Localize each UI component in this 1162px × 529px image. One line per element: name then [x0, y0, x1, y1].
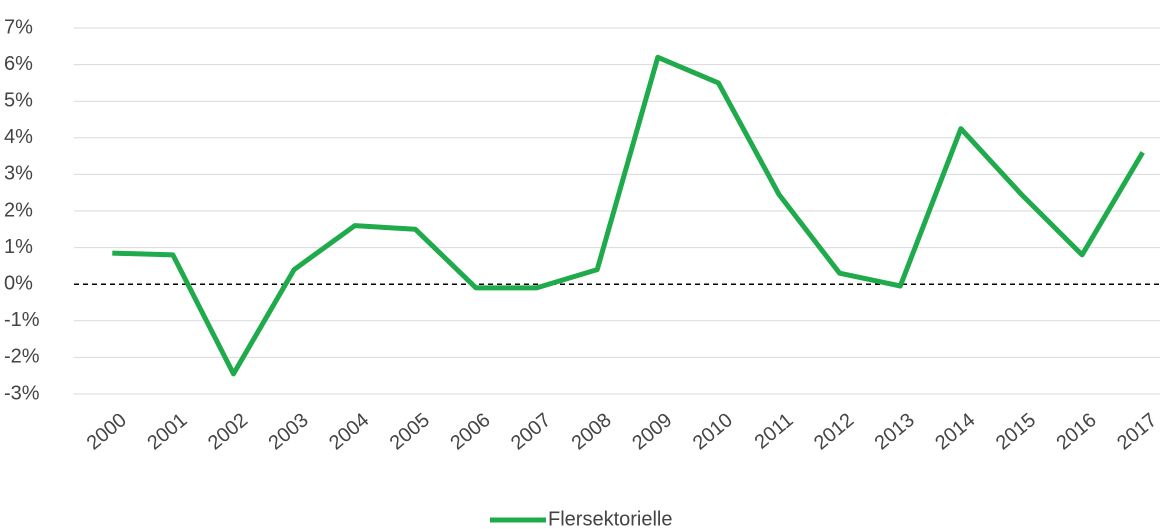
x-tick-label: 2010: [689, 409, 737, 454]
y-tick-label: 6%: [4, 53, 33, 75]
x-tick-label: 2009: [628, 409, 676, 454]
y-tick-label: -1%: [4, 309, 40, 331]
y-tick-label: 0%: [4, 272, 33, 294]
x-tick-label: 2004: [325, 409, 373, 454]
x-tick-label: 2005: [386, 409, 434, 454]
x-tick-label: 2003: [265, 409, 313, 454]
x-tick-label: 2017: [1113, 409, 1161, 454]
x-tick-label: 2007: [507, 409, 555, 454]
x-tick-label: 2014: [931, 409, 979, 454]
line-series: [112, 54, 1145, 377]
y-tick-label: -2%: [4, 346, 40, 368]
y-tick-label: 7%: [4, 16, 33, 38]
y-tick-label: 3%: [4, 163, 33, 185]
y-tick-label: 4%: [4, 126, 33, 148]
x-tick-label: 2006: [446, 409, 494, 454]
x-tick-label: 2008: [568, 409, 616, 454]
x-tick-label: 2000: [83, 409, 131, 454]
x-tick-label: 2013: [871, 409, 919, 454]
x-tick-label: 2011: [751, 409, 798, 454]
y-tick-label: 5%: [4, 89, 33, 111]
y-tick-label: -3%: [4, 382, 40, 404]
x-tick-label: 2016: [1052, 409, 1100, 454]
x-tick-label: 2001: [143, 409, 191, 454]
x-tick-label: 2002: [204, 409, 252, 454]
y-tick-label: 2%: [4, 199, 33, 221]
legend-label: Flersektorielle: [548, 508, 672, 529]
x-tick-label: 2015: [992, 409, 1040, 454]
x-tick-label: 2012: [810, 409, 858, 454]
y-tick-label: 1%: [4, 236, 33, 258]
